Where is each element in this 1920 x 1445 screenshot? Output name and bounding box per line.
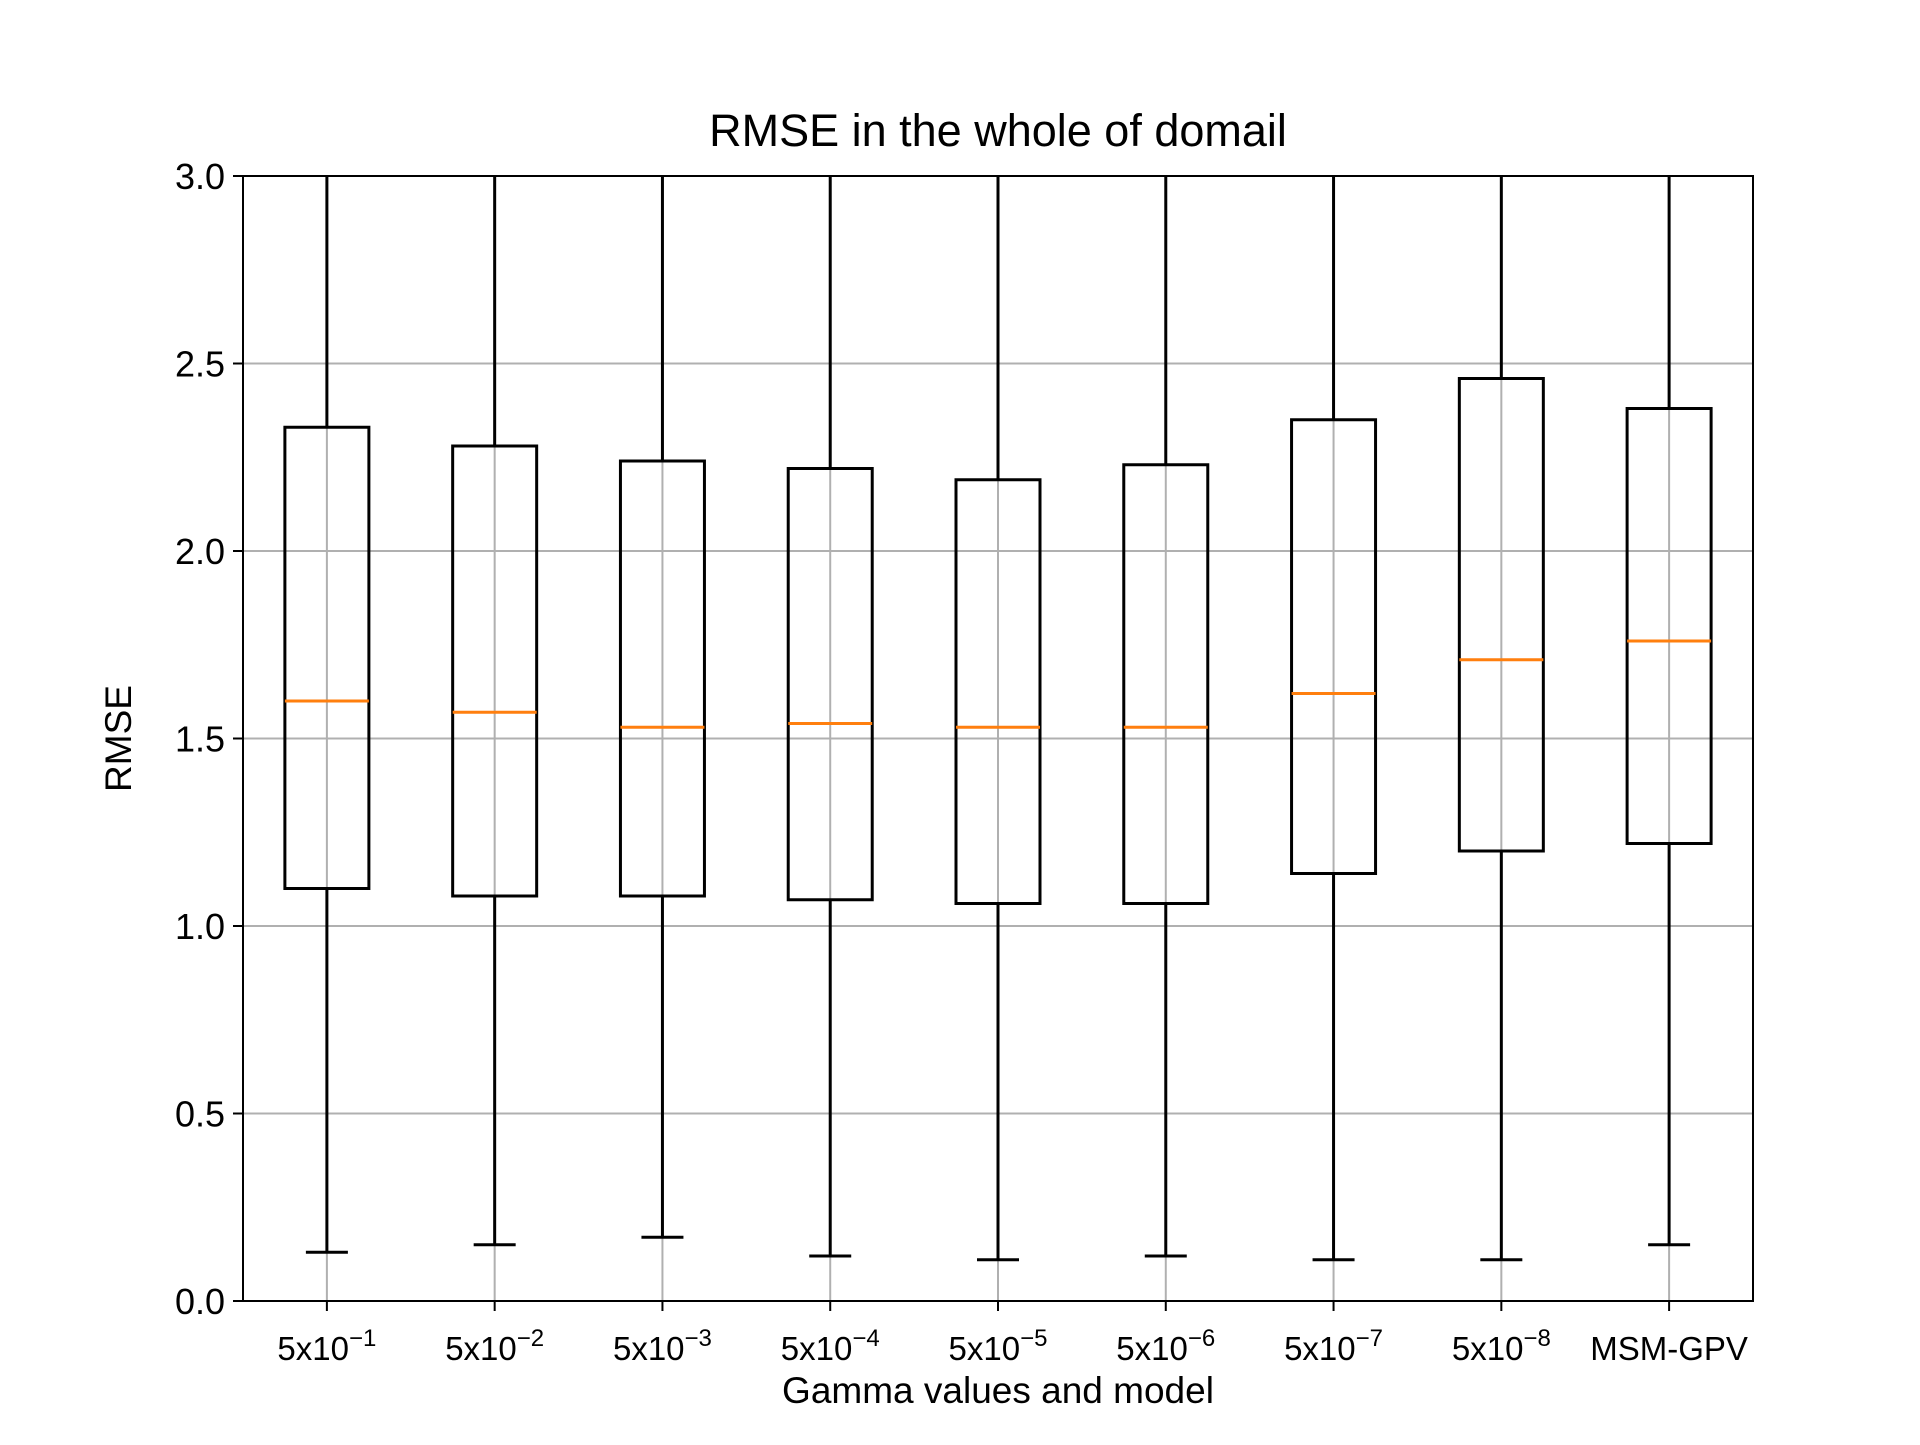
iqr-box	[786, 467, 874, 902]
x-tick-label: 5x10−4	[781, 1325, 880, 1367]
box-group	[1625, 176, 1713, 1247]
box-group	[618, 176, 706, 1239]
box-group	[786, 176, 874, 1258]
y-tick-label: 2.5	[175, 344, 225, 385]
y-tick-label: 1.0	[175, 906, 225, 947]
x-tick-label: MSM-GPV	[1590, 1330, 1748, 1367]
y-tick-label: 0.5	[175, 1094, 225, 1135]
iqr-box	[1625, 407, 1713, 845]
x-tick-label: 5x10−6	[1116, 1325, 1215, 1367]
x-tick-label: 5x10−8	[1452, 1325, 1551, 1367]
y-tick-label: 2.0	[175, 531, 225, 572]
y-tick-label: 0.0	[175, 1281, 225, 1322]
y-tick-label: 3.0	[175, 156, 225, 197]
iqr-box	[1290, 418, 1378, 875]
x-tick-label: 5x10−2	[445, 1325, 544, 1367]
x-axis-label: Gamma values and model	[782, 1370, 1214, 1411]
box-group	[283, 176, 371, 1254]
iqr-box	[1122, 463, 1210, 905]
axis-ticks: 0.0 0.5 1.0 1.5 2.0 2.5 3.0 5x10−1 5x10−2 5x10−3 5…	[175, 156, 1748, 1367]
x-tick-label: 5x10−3	[613, 1325, 712, 1367]
chart-title: RMSE in the whole of domail	[709, 105, 1287, 156]
x-tick-label: 5x10−7	[1284, 1325, 1383, 1367]
box-group	[451, 176, 539, 1247]
y-axis-label: RMSE	[98, 685, 139, 792]
iqr-box	[954, 478, 1042, 905]
box-group	[1290, 176, 1378, 1262]
box-group	[1457, 176, 1545, 1262]
box-group	[954, 176, 1042, 1262]
y-tick-label: 1.5	[175, 719, 225, 760]
iqr-box	[451, 444, 539, 898]
iqr-box	[1457, 377, 1545, 853]
iqr-box	[283, 425, 371, 890]
box-group	[1122, 176, 1210, 1258]
x-tick-label: 5x10−1	[277, 1325, 376, 1367]
x-tick-label: 5x10−5	[949, 1325, 1048, 1367]
iqr-box	[618, 459, 706, 898]
box-series	[283, 176, 1713, 1262]
